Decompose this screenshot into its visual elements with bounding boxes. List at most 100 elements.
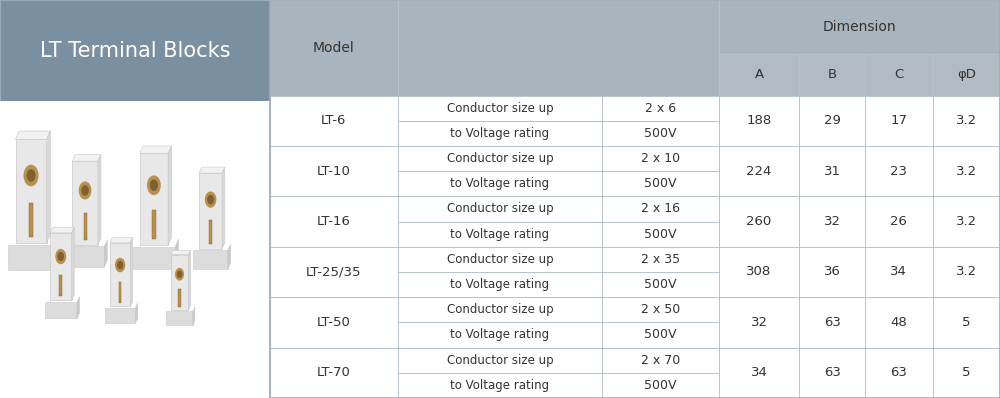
Polygon shape <box>228 244 231 269</box>
Text: 224: 224 <box>746 165 772 178</box>
Bar <box>933 347 1000 398</box>
Text: 32: 32 <box>824 215 841 228</box>
Text: A: A <box>755 68 764 81</box>
Bar <box>933 146 1000 196</box>
Bar <box>865 347 933 398</box>
Polygon shape <box>16 131 50 139</box>
FancyBboxPatch shape <box>50 233 72 300</box>
Bar <box>59 275 62 297</box>
Bar <box>270 146 398 196</box>
Text: 2 x 6: 2 x 6 <box>645 101 676 115</box>
Text: Conductor size up: Conductor size up <box>447 203 553 215</box>
Text: 3.2: 3.2 <box>956 165 977 178</box>
Bar <box>602 222 719 247</box>
Text: 2 x 35: 2 x 35 <box>641 253 680 266</box>
Circle shape <box>176 269 183 280</box>
Text: 3.2: 3.2 <box>956 265 977 279</box>
Text: 63: 63 <box>890 366 907 379</box>
Bar <box>398 121 602 146</box>
Text: 29: 29 <box>824 114 841 127</box>
Text: 3.2: 3.2 <box>956 215 977 228</box>
Text: 2 x 16: 2 x 16 <box>641 203 680 215</box>
Bar <box>865 247 933 297</box>
FancyBboxPatch shape <box>133 246 175 269</box>
Text: Conductor size up: Conductor size up <box>447 354 553 367</box>
Circle shape <box>118 261 123 269</box>
Text: 5: 5 <box>962 316 971 329</box>
Text: to Voltage rating: to Voltage rating <box>450 328 550 341</box>
Bar <box>29 203 33 236</box>
Bar <box>719 247 799 297</box>
Polygon shape <box>193 307 195 325</box>
Circle shape <box>27 170 35 181</box>
Bar <box>602 297 719 322</box>
Circle shape <box>150 180 157 190</box>
Bar <box>602 146 719 171</box>
Bar <box>602 347 719 373</box>
Text: 23: 23 <box>890 165 907 178</box>
Circle shape <box>116 259 125 272</box>
Bar <box>398 196 602 222</box>
Polygon shape <box>72 154 101 161</box>
Bar <box>719 0 1000 54</box>
Bar <box>602 196 719 222</box>
Circle shape <box>24 166 38 185</box>
Polygon shape <box>77 297 80 318</box>
Text: LT-10: LT-10 <box>317 165 351 178</box>
Circle shape <box>79 182 91 199</box>
Text: 63: 63 <box>824 366 841 379</box>
Text: 500V: 500V <box>644 278 677 291</box>
Bar <box>270 297 398 347</box>
Text: 2 x 50: 2 x 50 <box>641 303 680 316</box>
FancyBboxPatch shape <box>8 245 54 270</box>
Bar <box>933 297 1000 347</box>
FancyBboxPatch shape <box>140 153 168 245</box>
Text: Dimension: Dimension <box>823 20 896 34</box>
Text: C: C <box>894 68 904 81</box>
Bar <box>719 54 799 96</box>
Text: 5: 5 <box>962 366 971 379</box>
Bar <box>799 146 865 196</box>
Polygon shape <box>98 154 101 245</box>
Circle shape <box>82 186 88 195</box>
FancyBboxPatch shape <box>16 139 47 243</box>
Circle shape <box>148 176 160 195</box>
Bar <box>602 373 719 398</box>
Text: Conductor size up: Conductor size up <box>447 152 553 165</box>
Bar <box>270 347 398 398</box>
Polygon shape <box>110 238 133 243</box>
Bar <box>719 96 799 146</box>
Bar <box>799 54 865 96</box>
Bar <box>270 196 398 247</box>
FancyBboxPatch shape <box>166 312 193 325</box>
Bar <box>719 196 799 247</box>
FancyBboxPatch shape <box>171 255 188 310</box>
FancyBboxPatch shape <box>110 243 130 306</box>
Bar <box>398 297 602 322</box>
Text: 308: 308 <box>746 265 772 279</box>
Bar <box>602 96 719 121</box>
Bar <box>398 96 602 121</box>
FancyBboxPatch shape <box>66 246 104 267</box>
Polygon shape <box>171 250 190 255</box>
Text: LT-16: LT-16 <box>317 215 351 228</box>
Bar <box>865 297 933 347</box>
Polygon shape <box>47 131 50 243</box>
Text: 31: 31 <box>824 165 841 178</box>
Text: 32: 32 <box>751 316 768 329</box>
Bar <box>933 196 1000 247</box>
Bar <box>178 289 181 307</box>
Bar <box>398 347 602 373</box>
Circle shape <box>177 271 182 277</box>
Bar <box>0 101 270 398</box>
FancyBboxPatch shape <box>199 173 222 249</box>
Text: to Voltage rating: to Voltage rating <box>450 127 550 140</box>
Bar <box>398 222 602 247</box>
Polygon shape <box>199 167 225 173</box>
Text: 2 x 70: 2 x 70 <box>641 354 680 367</box>
Text: 260: 260 <box>746 215 772 228</box>
Text: Conductor size up: Conductor size up <box>447 253 553 266</box>
Text: 63: 63 <box>824 316 841 329</box>
Circle shape <box>206 192 216 207</box>
Bar <box>719 146 799 196</box>
